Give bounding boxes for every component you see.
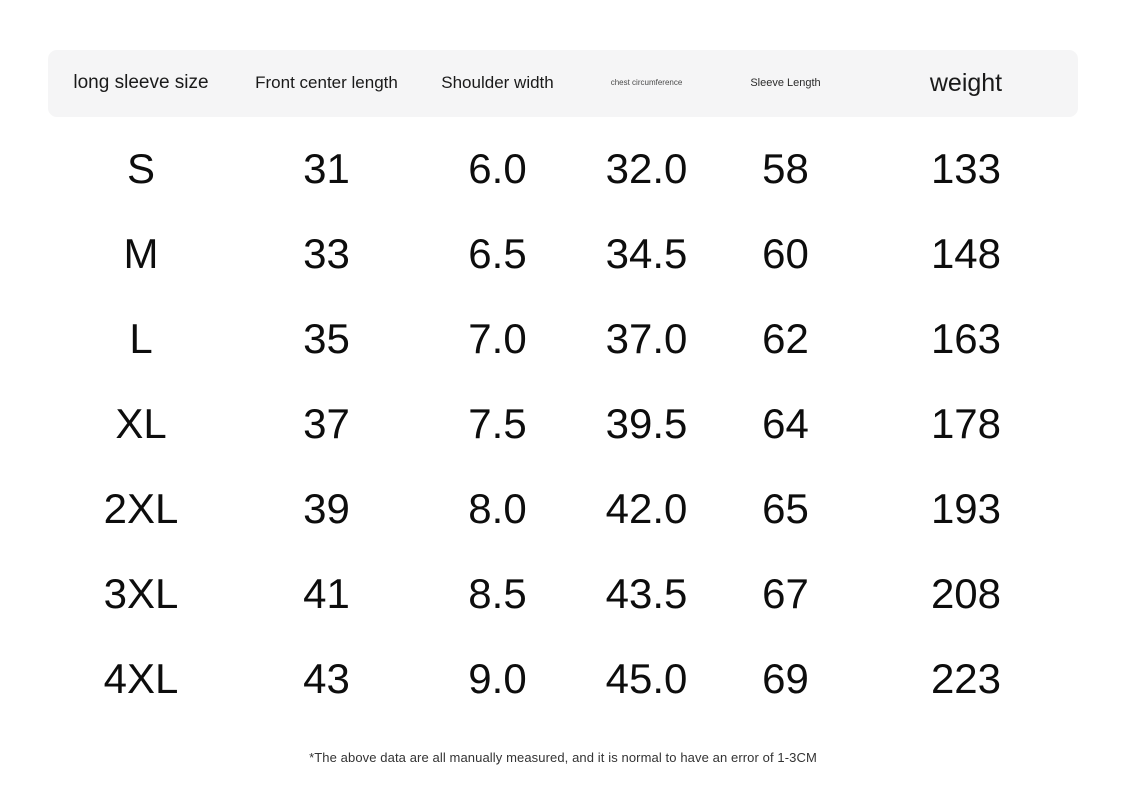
cell-shoulder-width: 7.0 [468,314,527,362]
column-header-shoulder-width: Shoulder width [441,73,554,93]
cell-shoulder-width: 7.5 [468,399,527,447]
header-band [48,50,1078,117]
cell-sleeve-length: 67 [762,569,809,617]
column-header-sleeve-length: Sleeve Length [750,77,821,90]
table-row: L 35 7.0 37.0 62 163 [48,296,1078,381]
table-row: 4XL 43 9.0 45.0 69 223 [48,636,1078,721]
table-row: S 31 6.0 32.0 58 133 [48,126,1078,211]
cell-shoulder-width: 8.0 [468,484,527,532]
cell-weight: 193 [930,484,1002,532]
cell-size: L [129,314,153,362]
column-header-chest-circumference: chest circumference [610,78,683,88]
cell-size: S [126,144,155,192]
cell-sleeve-length: 69 [762,654,809,702]
cell-chest-circumference: 42.0 [605,484,688,532]
cell-weight: 163 [930,314,1002,362]
column-header-weight: weight [929,68,1003,97]
cell-weight: 208 [930,569,1002,617]
cell-front-center-length: 31 [303,144,350,192]
cell-sleeve-length: 58 [762,144,809,192]
cell-weight: 223 [930,654,1002,702]
cell-chest-circumference: 37.0 [605,314,688,362]
column-header-front-center-length: Front center length [255,73,398,93]
table-body: S 31 6.0 32.0 58 133 M 33 6.5 34.5 60 14… [48,126,1078,721]
cell-weight: 178 [930,399,1002,447]
cell-size: 4XL [103,654,179,702]
measurement-disclaimer: *The above data are all manually measure… [309,750,817,765]
cell-size: 3XL [103,569,179,617]
cell-chest-circumference: 32.0 [605,144,688,192]
column-header-size: long sleeve size [73,72,209,94]
cell-chest-circumference: 45.0 [605,654,688,702]
cell-size: M [123,229,159,277]
cell-sleeve-length: 65 [762,484,809,532]
cell-front-center-length: 43 [303,654,350,702]
cell-front-center-length: 35 [303,314,350,362]
cell-sleeve-length: 60 [762,229,809,277]
cell-shoulder-width: 9.0 [468,654,527,702]
cell-shoulder-width: 6.0 [468,144,527,192]
table-row: M 33 6.5 34.5 60 148 [48,211,1078,296]
cell-size: 2XL [103,484,179,532]
cell-size: XL [115,399,167,447]
table-row: XL 37 7.5 39.5 64 178 [48,381,1078,466]
cell-front-center-length: 33 [303,229,350,277]
cell-front-center-length: 37 [303,399,350,447]
table-header-row: long sleeve size Front center length Sho… [48,50,1078,117]
cell-front-center-length: 39 [303,484,350,532]
table-row: 3XL 41 8.5 43.5 67 208 [48,551,1078,636]
cell-shoulder-width: 8.5 [468,569,527,617]
cell-sleeve-length: 64 [762,399,809,447]
cell-shoulder-width: 6.5 [468,229,527,277]
cell-weight: 133 [930,144,1002,192]
cell-chest-circumference: 34.5 [605,229,688,277]
cell-chest-circumference: 43.5 [605,569,688,617]
cell-chest-circumference: 39.5 [605,399,688,447]
cell-sleeve-length: 62 [762,314,809,362]
table-row: 2XL 39 8.0 42.0 65 193 [48,466,1078,551]
cell-weight: 148 [930,229,1002,277]
cell-front-center-length: 41 [303,569,350,617]
